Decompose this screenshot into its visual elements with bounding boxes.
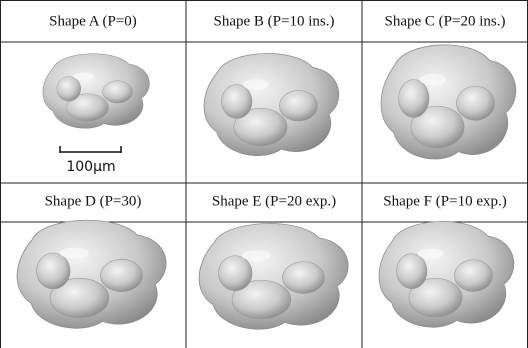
- shape-image: [204, 54, 339, 156]
- shape-label: Shape F (P=10 exp.): [383, 193, 506, 209]
- scale-bar-label: 100μm: [66, 159, 115, 175]
- figure: Shape A (P=0) Shape B (P=10 ins.) Shape …: [0, 0, 528, 348]
- shape-label: Shape A (P=0): [49, 13, 137, 29]
- shape-image: [17, 220, 166, 328]
- scale-bar: [60, 146, 121, 153]
- shape-label: Shape D (P=30): [45, 193, 142, 209]
- shape-label: Shape E (P=20 exp.): [212, 193, 336, 209]
- shape-image: [199, 224, 348, 330]
- shape-label: Shape B (P=10 ins.): [214, 13, 335, 29]
- shape-image: [381, 45, 516, 159]
- shape-label: Shape C (P=20 ins.): [385, 13, 506, 29]
- shape-image: [43, 54, 149, 128]
- shape-image: [379, 222, 514, 328]
